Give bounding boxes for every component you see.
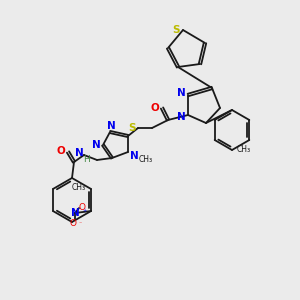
- Text: S: S: [128, 123, 136, 133]
- Text: N: N: [177, 112, 185, 122]
- Text: ⁻: ⁻: [78, 223, 82, 227]
- Text: N: N: [130, 151, 138, 161]
- Text: CH₃: CH₃: [237, 146, 251, 154]
- Text: N: N: [92, 140, 100, 150]
- Text: O: O: [79, 202, 86, 211]
- Text: H: H: [84, 155, 90, 164]
- Text: CH₃: CH₃: [72, 182, 86, 191]
- Text: N: N: [106, 121, 116, 131]
- Text: N: N: [177, 88, 185, 98]
- Text: O: O: [151, 103, 159, 113]
- Text: +: +: [82, 208, 86, 212]
- Text: N: N: [75, 148, 83, 158]
- Text: O: O: [70, 218, 76, 227]
- Text: N: N: [71, 208, 80, 218]
- Text: CH₃: CH₃: [139, 155, 153, 164]
- Text: S: S: [172, 25, 180, 35]
- Text: O: O: [57, 146, 65, 156]
